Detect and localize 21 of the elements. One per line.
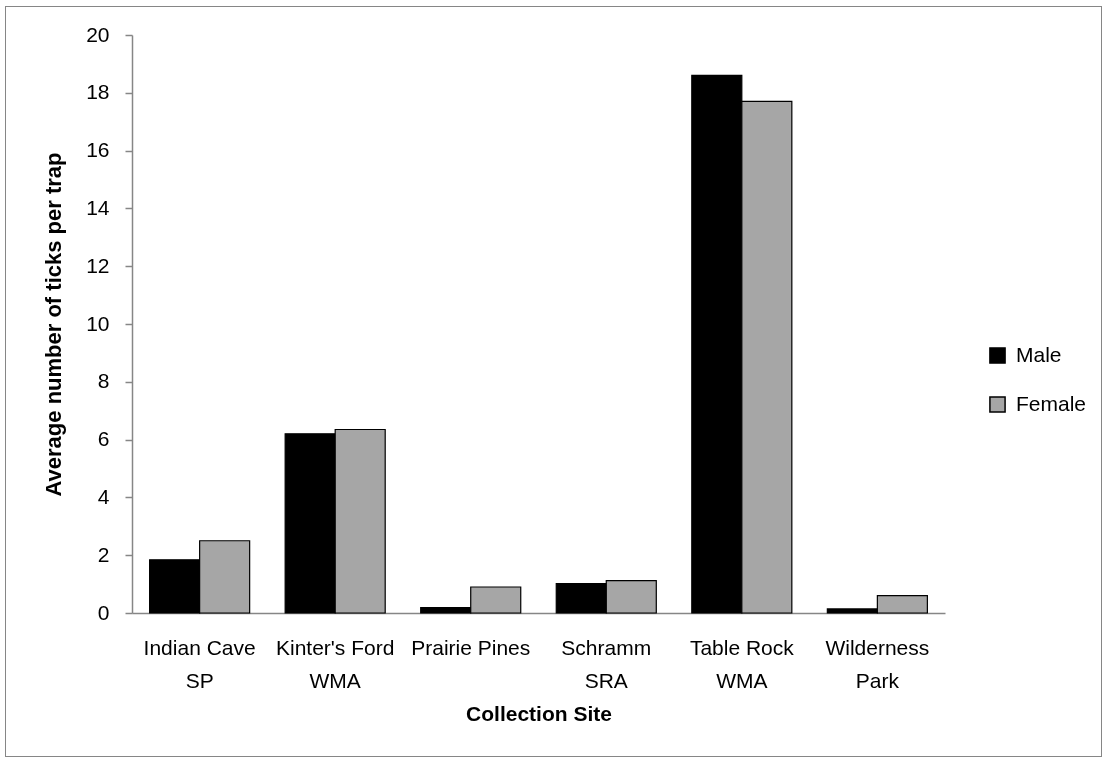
- y-tick-label: 12: [86, 253, 110, 277]
- legend-label: Female: [1016, 391, 1087, 415]
- x-tick-label: Prairie Pines: [411, 635, 531, 659]
- y-tick-label: 6: [97, 427, 110, 451]
- y-tick-label: 2: [97, 542, 110, 566]
- x-tick-label: Wilderness Park: [825, 635, 930, 692]
- y-tick-label: 4: [97, 484, 110, 508]
- y-axis-title: Average number of ticks per trap: [41, 152, 67, 497]
- y-tick-label: 16: [86, 138, 110, 162]
- y-tick-label: 8: [97, 369, 110, 393]
- y-tick-label: 0: [97, 600, 110, 624]
- y-tick-label: 10: [86, 311, 110, 335]
- legend-label: Male: [1016, 342, 1062, 366]
- y-tick-label: 20: [86, 22, 110, 46]
- y-tick-label: 18: [86, 80, 110, 104]
- x-axis-title: Collection Site: [466, 701, 612, 725]
- x-tick-label: Schramm SRA: [561, 635, 652, 692]
- x-tick-label: Kinter's Ford WMA: [275, 635, 395, 692]
- x-tick-label: Indian Cave SP: [143, 635, 256, 692]
- y-tick-label: 14: [86, 195, 110, 219]
- x-tick-label: Table Rock WMA: [689, 635, 795, 692]
